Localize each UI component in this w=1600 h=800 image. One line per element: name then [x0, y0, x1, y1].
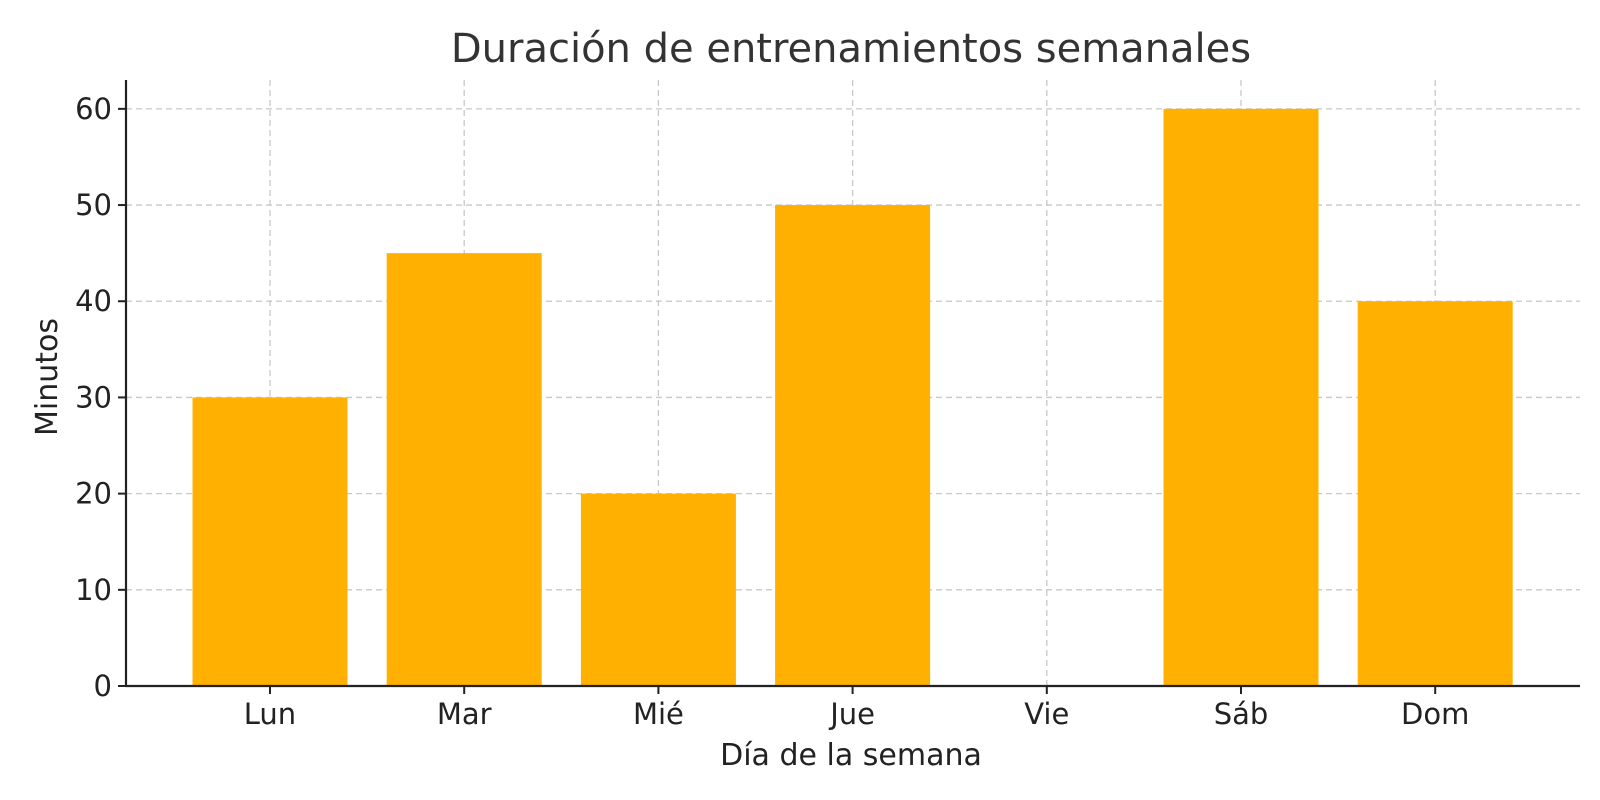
y-tick-label: 30 — [75, 380, 112, 414]
y-tick-label: 40 — [75, 284, 112, 318]
y-tick-label: 50 — [75, 188, 112, 222]
bar-Mié — [580, 493, 736, 686]
x-tick-label-Sáb: Sáb — [1214, 697, 1269, 731]
y-axis-label: Minutos — [30, 318, 65, 436]
bar-Jue — [775, 205, 931, 687]
bar-Lun — [192, 397, 348, 686]
bar-Sáb — [1163, 108, 1319, 687]
x-axis-label: Día de la semana — [720, 738, 982, 773]
y-tick-label: 10 — [75, 573, 112, 607]
tick-layer: 0 10 20 30 40 50 60 Lun Mar Mié Jue Vie Sáb Dom — [75, 92, 1469, 731]
bar-Dom — [1357, 301, 1513, 686]
x-tick-label-Vie: Vie — [1024, 697, 1069, 731]
x-tick-label-Lun: Lun — [244, 697, 296, 731]
x-tick-label-Jue: Jue — [828, 697, 875, 731]
chart-title: Duración de entrenamientos semanales — [451, 26, 1251, 72]
bar-layer — [192, 108, 1513, 687]
x-tick-label-Mié: Mié — [633, 697, 684, 731]
y-tick-label: 60 — [75, 92, 112, 126]
y-tick-label: 20 — [75, 477, 112, 511]
y-tick-label: 0 — [94, 669, 112, 703]
bar-Mar — [386, 253, 542, 686]
x-tick-label-Dom: Dom — [1401, 697, 1469, 731]
x-tick-label-Mar: Mar — [437, 697, 492, 731]
